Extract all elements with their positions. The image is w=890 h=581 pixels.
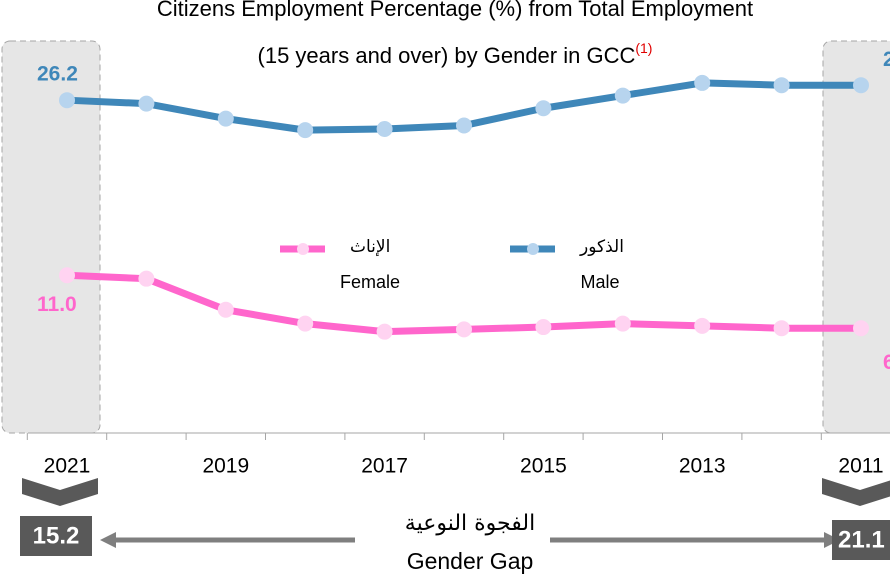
point: [853, 320, 869, 337]
data-label: 27.5: [883, 48, 890, 71]
x-tick-label: 2013: [679, 455, 726, 478]
point: [217, 110, 234, 127]
legend-label: Female: [340, 272, 400, 292]
point: [535, 100, 552, 117]
point: [614, 315, 631, 332]
chevron: [822, 478, 890, 506]
data-label: 11.0: [37, 293, 77, 316]
data-label: 26.2: [37, 63, 78, 86]
point: [138, 95, 155, 112]
gap-box: [20, 516, 92, 556]
x-tick-label: 2011: [838, 455, 883, 478]
x-tick-label: 2019: [202, 455, 249, 478]
chevron: [22, 478, 98, 506]
chart-title: (15 years and over) by Gender in GCC(1): [258, 40, 653, 68]
x-tick-label: 2021: [44, 455, 91, 478]
highlight-box: [822, 40, 890, 434]
point: [59, 92, 75, 109]
arrow-head: [100, 532, 116, 548]
legend-marker: [297, 243, 309, 255]
chart-title: Citizens Employment Percentage (%) from …: [157, 0, 753, 21]
point: [773, 77, 790, 94]
legend-label-ar: الإناث: [350, 237, 390, 257]
gap-box: [832, 520, 890, 560]
point: [138, 270, 155, 287]
gap-label: Gender Gap: [407, 548, 534, 574]
point: [456, 321, 472, 338]
point: [297, 122, 314, 139]
gap-value: 15.2: [33, 522, 80, 549]
point: [59, 267, 75, 284]
point: [297, 315, 314, 332]
chart-title: (15 years and over) by Gender in GCC: [258, 43, 636, 68]
point: [535, 319, 552, 336]
gap-label-ar: الفجوة النوعية: [405, 511, 535, 536]
legend-marker: [527, 243, 539, 255]
legend-label-ar: الذكور: [579, 237, 624, 257]
point: [853, 77, 869, 94]
gap-label-box: [355, 505, 550, 581]
x-tick-label: 2017: [361, 455, 408, 478]
point: [217, 301, 234, 318]
legend-label: Male: [580, 272, 619, 292]
data-label: 6.4: [883, 351, 890, 374]
point: [694, 74, 711, 91]
title-note: (1): [635, 40, 652, 56]
point: [456, 117, 472, 134]
point: [376, 323, 393, 340]
point: [614, 87, 631, 104]
point: [376, 120, 393, 137]
point: [773, 320, 790, 337]
point: [694, 317, 711, 334]
gap-value: 21.1: [838, 526, 885, 553]
x-tick-label: 2015: [520, 455, 567, 478]
